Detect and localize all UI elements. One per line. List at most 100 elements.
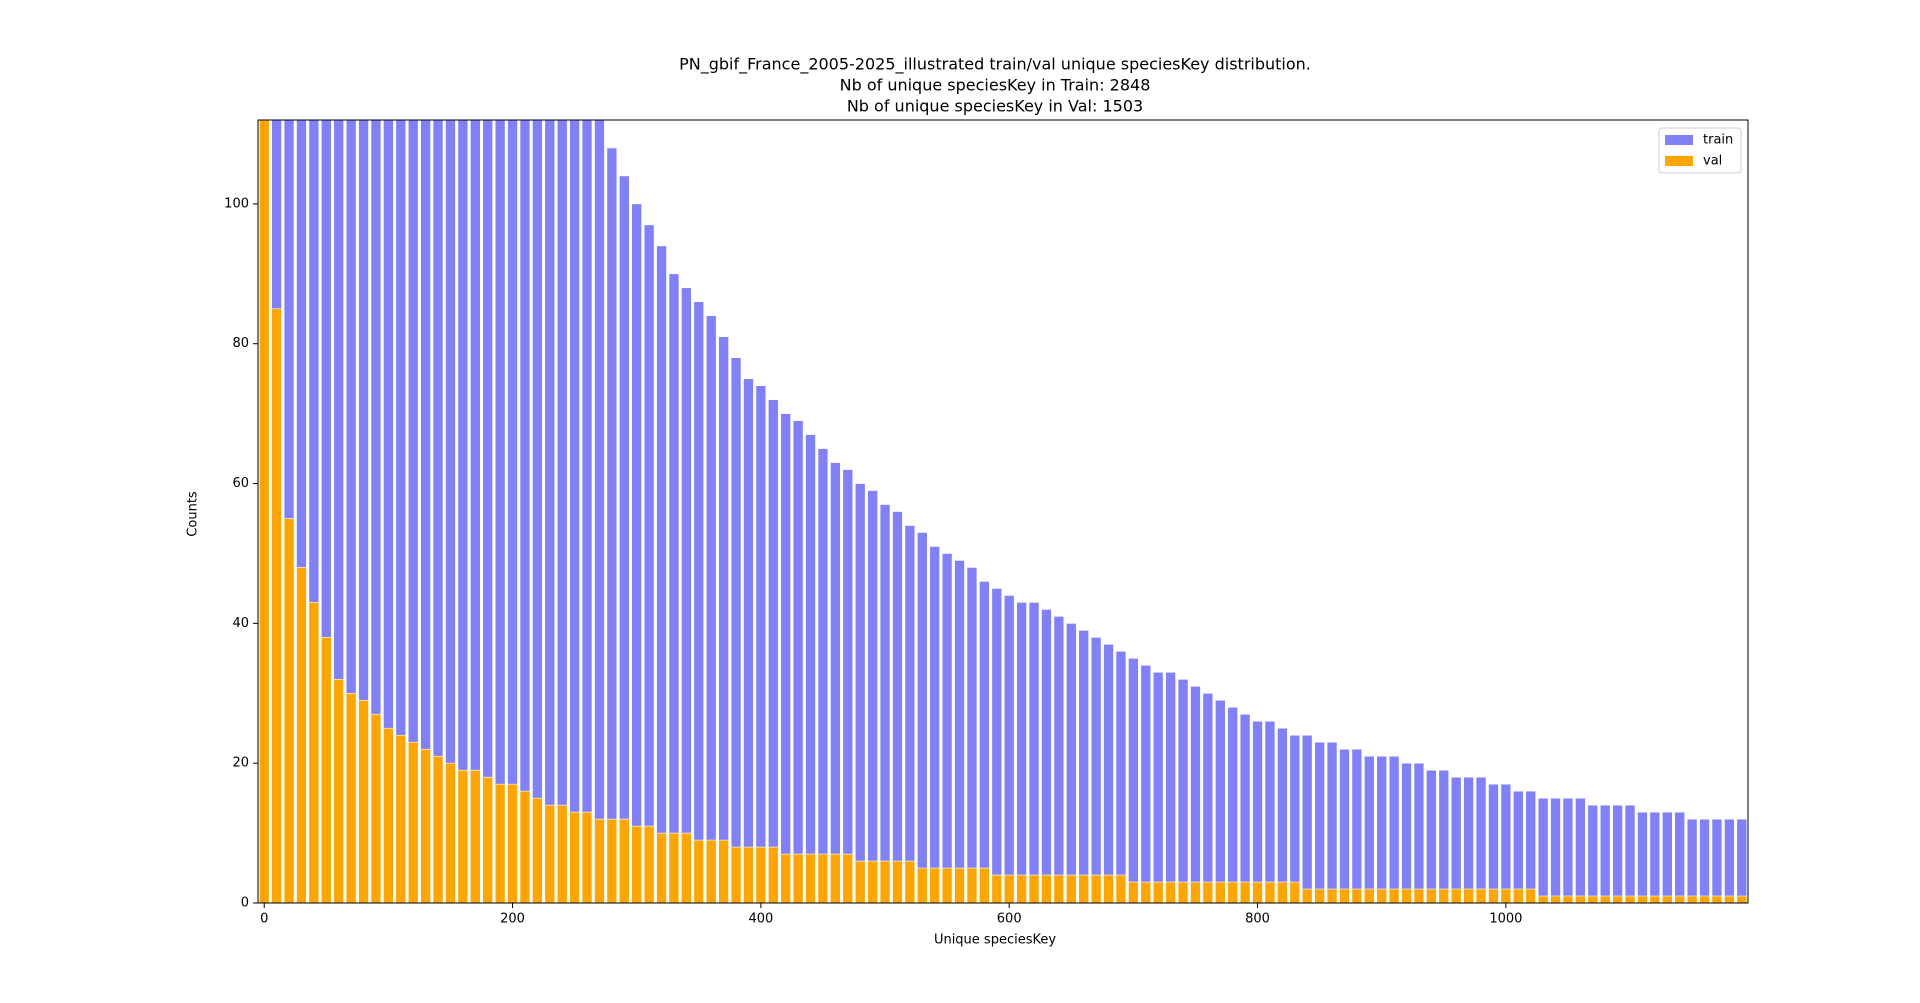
bar (1103, 644, 1114, 903)
bar (1364, 755, 1375, 903)
bar (470, 769, 481, 903)
bar (656, 832, 667, 903)
chart-title: Nb of unique speciesKey in Train: 2848 (840, 76, 1151, 95)
bar (556, 804, 568, 903)
bar (1401, 888, 1412, 903)
bar (643, 224, 655, 903)
bar (1066, 874, 1077, 903)
bar (1724, 895, 1735, 903)
bar (606, 147, 618, 903)
bar (1388, 755, 1400, 903)
bar (1686, 818, 1698, 903)
bar (1202, 692, 1214, 903)
bar (1699, 895, 1710, 903)
bar (1575, 895, 1586, 903)
bar (1575, 797, 1586, 903)
bar (954, 867, 965, 903)
bar (370, 713, 382, 903)
bar (1463, 888, 1474, 903)
bar (1475, 888, 1487, 903)
bar (1426, 888, 1437, 903)
bar (1314, 888, 1325, 903)
bar (991, 874, 1003, 903)
bar (718, 336, 729, 903)
bar (1003, 874, 1015, 903)
bar (1177, 881, 1189, 903)
bar (1500, 888, 1512, 903)
bar (619, 175, 630, 903)
bar (395, 734, 407, 903)
bar (1152, 881, 1164, 903)
bar (432, 755, 444, 903)
bar (1227, 706, 1238, 903)
bar (1550, 895, 1561, 903)
y-tick-label: 20 (232, 756, 249, 771)
bar (656, 245, 667, 903)
bar (941, 553, 953, 903)
bar (581, 811, 593, 903)
bar (1364, 888, 1375, 903)
bar (1239, 881, 1251, 903)
bar (1003, 595, 1015, 903)
bar (1649, 895, 1661, 903)
bar (494, 783, 506, 903)
y-axis-label: Counts (186, 491, 201, 537)
bar (569, 120, 580, 903)
bar (519, 120, 531, 903)
bar (1562, 895, 1574, 903)
bar (718, 839, 729, 903)
bar (1152, 671, 1164, 903)
bar (681, 287, 692, 903)
bar (979, 581, 990, 903)
bar (1041, 874, 1052, 903)
bar (1438, 888, 1450, 903)
bar (457, 769, 469, 903)
bar (581, 120, 593, 903)
bar (904, 525, 916, 903)
bar (1140, 881, 1152, 903)
bar (594, 120, 605, 903)
bar (830, 462, 841, 903)
bar (569, 811, 580, 903)
bar (1016, 874, 1027, 903)
bar (1587, 895, 1599, 903)
bar (1426, 769, 1437, 903)
bar (966, 867, 978, 903)
x-tick-label: 200 (500, 912, 525, 927)
y-tick-label: 40 (232, 616, 249, 631)
bar (1301, 888, 1313, 903)
bar (1500, 783, 1512, 903)
bar (792, 420, 804, 903)
bar (1413, 762, 1425, 903)
x-axis-label: Unique speciesKey (934, 933, 1056, 948)
bar (979, 867, 990, 903)
legend-swatch (1665, 135, 1693, 145)
bar (308, 602, 320, 903)
bar (693, 839, 705, 903)
bar (1450, 888, 1462, 903)
bar (917, 532, 928, 903)
bar (892, 511, 903, 903)
bar (1401, 762, 1412, 903)
bar (743, 378, 754, 903)
bar (1736, 895, 1748, 903)
bar (817, 448, 829, 903)
bar (1215, 881, 1226, 903)
bar (296, 567, 307, 903)
bar (507, 783, 518, 903)
bar (507, 120, 518, 903)
bar (755, 846, 767, 903)
bar (445, 120, 456, 903)
bar (1413, 888, 1425, 903)
bar (842, 853, 854, 903)
bar (1252, 881, 1263, 903)
bar (1438, 769, 1450, 903)
bar (867, 860, 878, 903)
bar (1326, 741, 1338, 903)
plot-area (258, 120, 1748, 903)
bar (991, 588, 1003, 903)
chart-title: PN_gbif_France_2005-2025_illustrated tra… (679, 55, 1311, 75)
bar (1488, 783, 1499, 903)
bar (1711, 895, 1723, 903)
